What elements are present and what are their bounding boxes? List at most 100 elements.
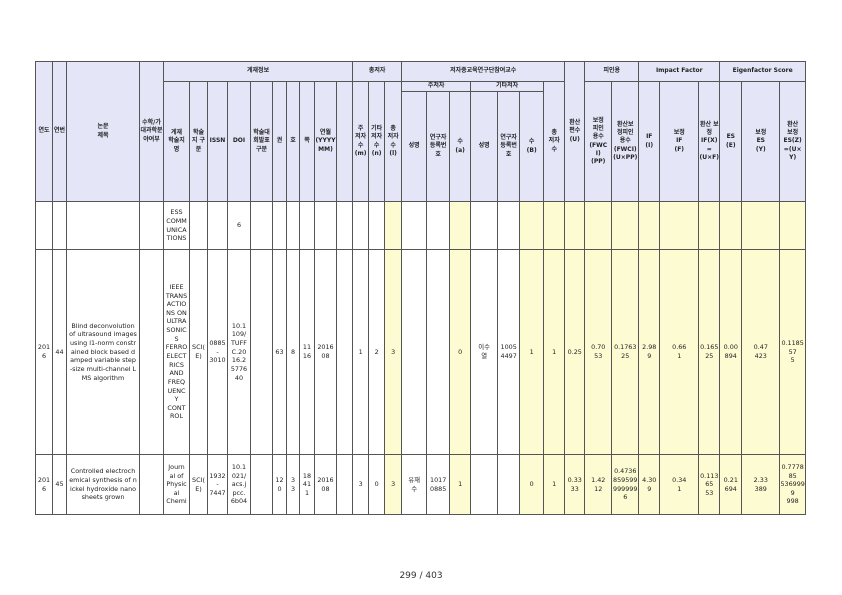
cell-total-authors [384, 201, 403, 250]
cell-issn [207, 201, 228, 250]
cell-other-count: 1 [519, 249, 545, 455]
header-doi: DOI [227, 81, 251, 202]
cell-main-reg [426, 201, 451, 250]
cell-other-name [470, 454, 499, 515]
cell-other-count: 0 [519, 454, 545, 515]
cell-date: 2016 08 [314, 249, 337, 455]
cell-vol: 12 0 [272, 454, 287, 515]
header-conv-es: 환산 보정 ES(Z) =(U×Y) [779, 81, 806, 202]
paper-table: 연도 연번 논문 제목 수학/가대과학분야여부 게재정보 총저자 저자중교육연구… [35, 61, 806, 515]
header-journal: 게재 학술지 명 [163, 81, 190, 202]
cell-if: 2.98 9 [638, 249, 661, 455]
cell-conv: 0.33 33 [564, 454, 586, 515]
cell-no [52, 201, 67, 250]
cell-page: 18 41 1 [299, 454, 315, 515]
header-corr-es: 보정 ES (Y) [741, 81, 781, 202]
cell-journal: Journ al of Physic al Chemi [163, 454, 190, 515]
cell-category [139, 201, 164, 250]
cell-conv: 0.25 [564, 249, 586, 455]
cell-other-name [470, 201, 499, 250]
table-row: 201 6 45 Controlled electrochemical synt… [35, 454, 806, 515]
cell-es: 0.00 894 [719, 249, 743, 455]
cell-conf [250, 201, 273, 250]
cell-conv-if: 0.11365 53 [698, 454, 721, 515]
cell-other-authors: 0 [368, 454, 386, 515]
cell-fwci: 1.42 12 [584, 454, 613, 515]
cell-journal-type: SCI( E) [189, 249, 208, 455]
cell-total-authors: 3 [384, 249, 403, 455]
cell-no: 44 [52, 249, 67, 455]
cell-issue: 8 [286, 249, 300, 455]
cell-main-authors [352, 201, 370, 250]
cell-conv-if: 0.16525 [698, 249, 721, 455]
header-conv-fwci: 환산보 정피인 용수 (FWCI) (U×PP) [611, 81, 640, 202]
header-date: 연월 (YYYY MM) [314, 81, 337, 202]
cell-title [66, 201, 140, 250]
cell-vol: 63 [272, 249, 287, 455]
table-row: 201 6 44 Blind deconvolution of ultrasou… [35, 249, 806, 455]
header-if: IF (I) [638, 81, 661, 202]
cell-corr-if: 0.66 1 [659, 249, 700, 455]
cell-fwci [584, 201, 613, 250]
cell-main-count: 0 [449, 249, 472, 455]
header-year: 연도 [35, 61, 53, 202]
cell-main-authors: 3 [352, 454, 370, 515]
cell-title: Blind deconvolution of ultrasound images… [66, 249, 140, 455]
header-main-authors: 주 저자 수 (m) [352, 81, 370, 202]
cell-main-reg: 1017 0885 [426, 454, 451, 515]
cell-total-authors: 3 [384, 454, 403, 515]
cell-vol [272, 201, 287, 250]
header-es: ES (E) [719, 81, 743, 202]
cell-main-name [401, 249, 428, 455]
cell-year: 201 6 [35, 454, 53, 515]
header-corr-if: 보정 IF (F) [659, 81, 700, 202]
header-category: 수학/가대과학분야여부 [139, 61, 164, 202]
header-part-total: 총 저자 수 [543, 81, 566, 202]
header-group-es: Eigenfactor Score [719, 61, 806, 82]
header-fwci: 보정 피인 용수 (FWC I) (PP) [584, 81, 613, 202]
cell-conv-if [698, 201, 721, 250]
cell-doi: 10.1 021/ acs.j pcc. 6b04 [227, 454, 251, 515]
cell-es: 0.21 694 [719, 454, 743, 515]
header-other-count: 수 (B) [519, 91, 545, 202]
cell-corr-es: 2.33 389 [741, 454, 781, 515]
cell-title: Controlled electrochemical synthesis of … [66, 454, 140, 515]
cell-part-total [543, 201, 566, 250]
cell-if: 4.30 9 [638, 454, 661, 515]
cell-journal-type [189, 201, 208, 250]
cell-part-total: 1 [543, 454, 566, 515]
page-number: 299 / 403 [399, 571, 443, 581]
header-conv: 환산 편수 (U) [564, 61, 586, 202]
cell-conv-fwci: 0.4736 859599 999999 6 [611, 454, 640, 515]
cell-journal: ESS COMM UNICA TIONS [163, 201, 190, 250]
cell-issue: 3 3 [286, 454, 300, 515]
cell-other-reg: 1005 4497 [497, 249, 521, 455]
cell-page: 11 16 [299, 249, 315, 455]
header-other-name: 성명 [470, 91, 499, 202]
cell-main-authors: 1 [352, 249, 370, 455]
header-group-participants: 저자중교육연구단참여교수 [401, 61, 566, 82]
cell-conv-fwci [611, 201, 640, 250]
cell-other-count [519, 201, 545, 250]
cell-corr-es [741, 201, 781, 250]
header-journal-type: 학술 지 구 분 [189, 81, 208, 202]
header-no: 연번 [52, 61, 67, 202]
cell-main-count: 1 [449, 454, 472, 515]
cell-issn: 0885 - 3010 [207, 249, 228, 455]
header-issn: ISSN [207, 81, 228, 202]
cell-conv [564, 201, 586, 250]
cell-page [299, 201, 315, 250]
cell-corr-if [659, 201, 700, 250]
cell-corr-if: 0.34 1 [659, 454, 700, 515]
cell-es [719, 201, 743, 250]
header-other-reg: 연구자 등록번 호 [497, 91, 521, 202]
header-group-if: Impact Factor [638, 61, 721, 82]
header-total-authors: 총 저자 수 (l) [384, 81, 403, 202]
header-issue: 호 [286, 81, 300, 202]
cell-category [139, 454, 164, 515]
cell-other-name: 이수 열 [470, 249, 499, 455]
header-group-total-authors: 총저자 [352, 61, 403, 82]
cell-issue [286, 201, 300, 250]
cell-main-count [449, 201, 472, 250]
header-title: 논문 제목 [66, 61, 140, 202]
